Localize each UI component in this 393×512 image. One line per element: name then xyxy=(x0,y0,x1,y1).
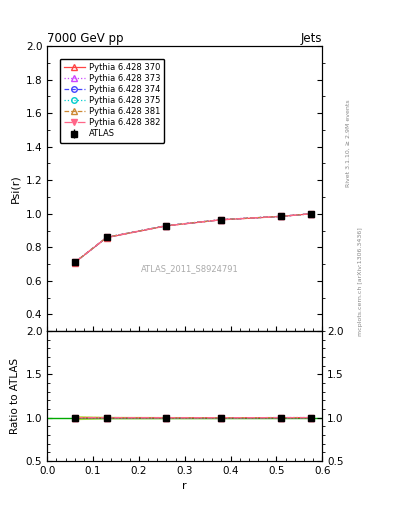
Line: Pythia 6.428 381: Pythia 6.428 381 xyxy=(72,211,314,265)
Text: mcplots.cern.ch [arXiv:1306.3436]: mcplots.cern.ch [arXiv:1306.3436] xyxy=(358,227,363,336)
Pythia 6.428 381 xyxy=(309,211,313,217)
Pythia 6.428 374 xyxy=(105,234,109,240)
Pythia 6.428 373 xyxy=(219,217,224,223)
Pythia 6.428 370 xyxy=(309,211,313,217)
Pythia 6.428 370 xyxy=(72,260,77,266)
Y-axis label: Ratio to ATLAS: Ratio to ATLAS xyxy=(10,358,20,434)
Legend: Pythia 6.428 370, Pythia 6.428 373, Pythia 6.428 374, Pythia 6.428 375, Pythia 6: Pythia 6.428 370, Pythia 6.428 373, Pyth… xyxy=(60,59,164,143)
Pythia 6.428 374 xyxy=(72,260,77,266)
Pythia 6.428 370 xyxy=(164,223,169,229)
Text: Jets: Jets xyxy=(301,32,322,45)
Pythia 6.428 370 xyxy=(105,234,109,241)
Pythia 6.428 373 xyxy=(309,211,313,217)
Line: Pythia 6.428 382: Pythia 6.428 382 xyxy=(72,211,314,265)
Text: Rivet 3.1.10, ≥ 2.9M events: Rivet 3.1.10, ≥ 2.9M events xyxy=(346,99,351,187)
Pythia 6.428 375 xyxy=(219,217,224,223)
Pythia 6.428 373 xyxy=(105,234,109,241)
Pythia 6.428 382 xyxy=(105,234,109,240)
Line: Pythia 6.428 374: Pythia 6.428 374 xyxy=(72,211,314,265)
Pythia 6.428 375 xyxy=(309,211,313,217)
Pythia 6.428 375 xyxy=(279,213,283,219)
Pythia 6.428 374 xyxy=(309,211,313,217)
Pythia 6.428 382 xyxy=(72,260,77,266)
X-axis label: r: r xyxy=(182,481,187,491)
Pythia 6.428 373 xyxy=(279,213,283,219)
Pythia 6.428 381 xyxy=(279,213,283,219)
Pythia 6.428 382 xyxy=(164,223,169,229)
Pythia 6.428 374 xyxy=(219,217,224,223)
Pythia 6.428 370 xyxy=(279,214,283,220)
Y-axis label: Psi(r): Psi(r) xyxy=(10,174,20,203)
Pythia 6.428 373 xyxy=(164,223,169,229)
Pythia 6.428 375 xyxy=(164,223,169,229)
Pythia 6.428 382 xyxy=(309,211,313,217)
Pythia 6.428 381 xyxy=(164,223,169,229)
Pythia 6.428 381 xyxy=(72,260,77,266)
Pythia 6.428 374 xyxy=(164,223,169,229)
Pythia 6.428 381 xyxy=(105,234,109,240)
Text: ATLAS_2011_S8924791: ATLAS_2011_S8924791 xyxy=(141,264,239,273)
Line: Pythia 6.428 373: Pythia 6.428 373 xyxy=(72,211,314,265)
Pythia 6.428 382 xyxy=(219,217,224,223)
Pythia 6.428 381 xyxy=(219,217,224,223)
Line: Pythia 6.428 370: Pythia 6.428 370 xyxy=(72,211,314,265)
Pythia 6.428 370 xyxy=(219,217,224,223)
Pythia 6.428 382 xyxy=(279,213,283,219)
Pythia 6.428 375 xyxy=(72,260,77,266)
Pythia 6.428 373 xyxy=(72,260,77,266)
Pythia 6.428 374 xyxy=(279,213,283,219)
Line: Pythia 6.428 375: Pythia 6.428 375 xyxy=(72,211,314,265)
Pythia 6.428 375 xyxy=(105,234,109,240)
Text: 7000 GeV pp: 7000 GeV pp xyxy=(47,32,124,45)
